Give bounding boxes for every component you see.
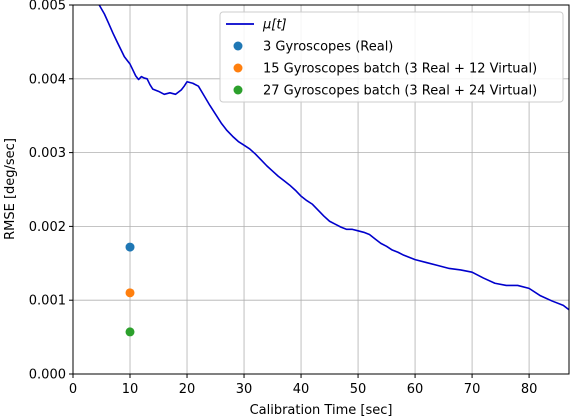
legend: μ[t] 3 Gyroscopes (Real) 15 Gyroscopes bat… bbox=[219, 11, 564, 103]
x-tick-label: 50 bbox=[350, 382, 367, 397]
series-layer bbox=[98, 5, 569, 337]
x-tick-label: 80 bbox=[521, 382, 538, 397]
y-tick-label: 0.002 bbox=[29, 220, 66, 235]
legend-marker-swatch bbox=[233, 41, 243, 51]
x-tick-label: 20 bbox=[179, 382, 196, 397]
y-tick-label: 0.005 bbox=[29, 0, 66, 14]
legend-entry-label: μ[t] bbox=[262, 18, 287, 33]
x-tick-label: 10 bbox=[122, 382, 139, 397]
mu-line-series bbox=[98, 5, 569, 311]
scatter-point-2 bbox=[125, 288, 135, 298]
y-axis-label: RMSE [deg/sec] bbox=[3, 138, 18, 240]
x-tick-label: 0 bbox=[69, 382, 77, 397]
legend-box bbox=[219, 11, 564, 103]
legend-entry-label: 15 Gyroscopes batch (3 Real + 12 Virtual… bbox=[263, 62, 537, 77]
scatter-point-1 bbox=[125, 242, 135, 252]
ticks: 0 10 20 30 40 50 60 70 80 0.000 0.001 0.002 0.003 0.0… bbox=[29, 0, 538, 397]
y-tick-label: 0.000 bbox=[29, 368, 66, 383]
x-tick-label: 60 bbox=[407, 382, 424, 397]
x-tick-label: 40 bbox=[293, 382, 310, 397]
x-tick-label: 30 bbox=[236, 382, 253, 397]
x-axis-label: Calibration Time [sec] bbox=[250, 403, 393, 417]
scatter-point-3 bbox=[125, 327, 135, 337]
legend-marker-swatch bbox=[233, 85, 243, 95]
y-tick-label: 0.004 bbox=[29, 72, 66, 87]
x-tick-label: 70 bbox=[464, 382, 481, 397]
y-tick-label: 0.003 bbox=[29, 146, 66, 161]
legend-marker-swatch bbox=[233, 63, 243, 73]
plot-frame bbox=[72, 4, 570, 375]
legend-entry-label: 3 Gyroscopes (Real) bbox=[263, 40, 393, 55]
y-tick-label: 0.001 bbox=[29, 294, 66, 309]
legend-entry-label: 27 Gyroscopes batch (3 Real + 24 Virtual… bbox=[263, 84, 537, 99]
